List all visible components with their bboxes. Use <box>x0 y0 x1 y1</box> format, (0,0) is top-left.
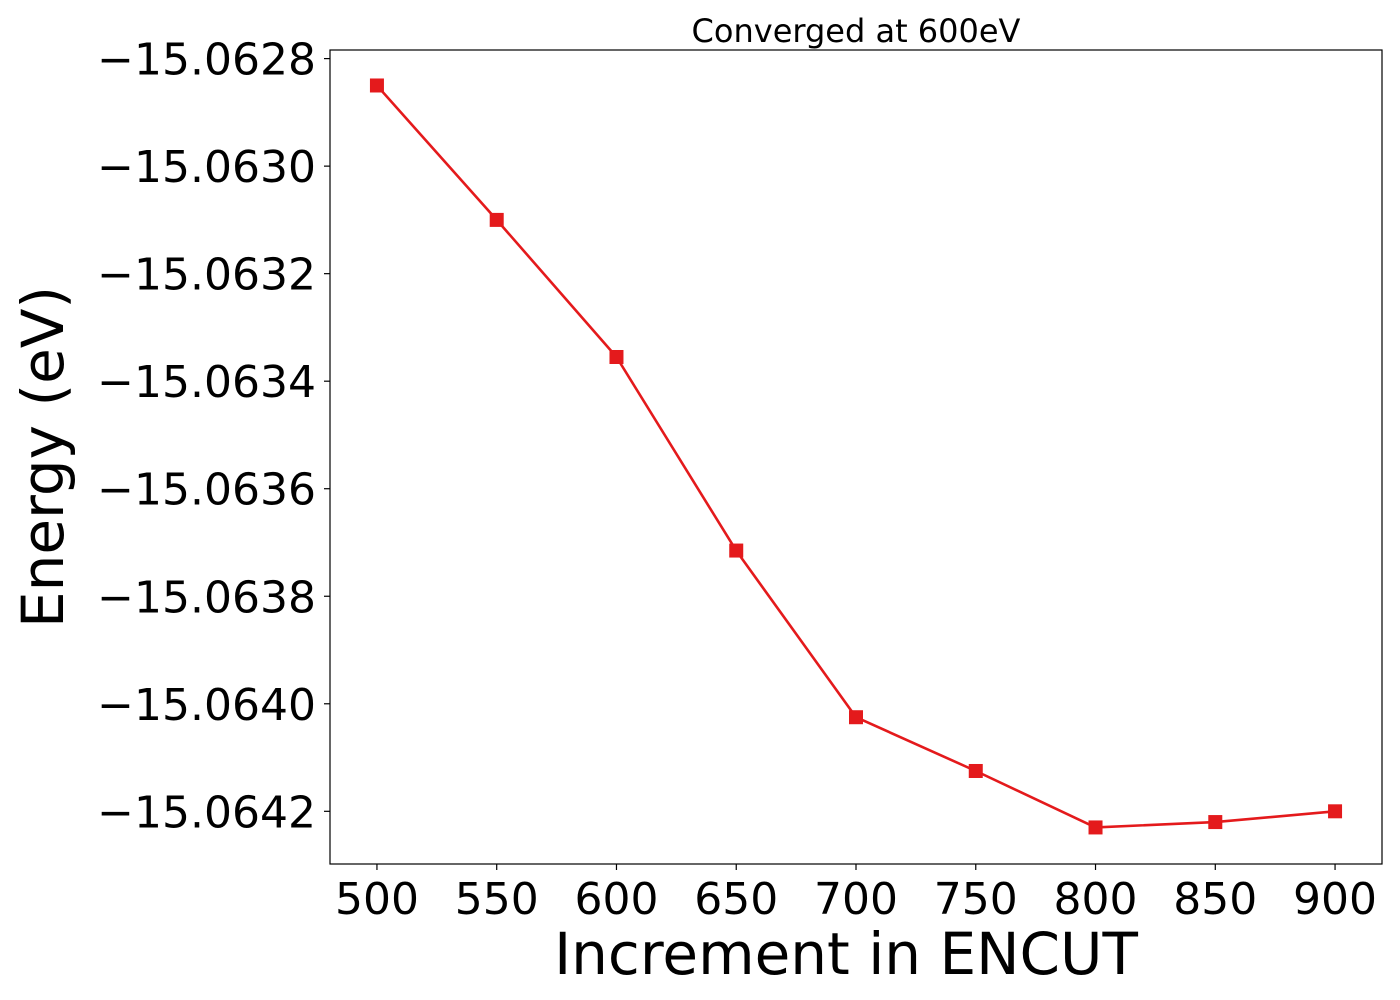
data-point <box>369 78 384 93</box>
data-point <box>489 212 504 227</box>
y-tick-label: −15.0628 <box>97 35 316 86</box>
data-point <box>1328 804 1343 819</box>
y-tick-label: −15.0630 <box>97 142 316 193</box>
y-tick-label: −15.0640 <box>97 680 316 731</box>
chart-title: Converged at 600eV <box>692 12 1021 50</box>
plot-frame <box>329 49 1383 865</box>
x-tick-label: 700 <box>814 874 898 925</box>
x-tick-label: 900 <box>1293 874 1377 925</box>
x-tick-label: 600 <box>574 874 658 925</box>
x-tick-label: 750 <box>934 874 1018 925</box>
y-tick-label: −15.0642 <box>97 787 316 838</box>
x-tick-label: 650 <box>694 874 778 925</box>
data-point <box>849 710 863 725</box>
y-axis-label: Energy (eV) <box>9 286 77 628</box>
y-axis: −15.0628 −15.0630 −15.0632 −15.0634 −15.0636… <box>97 35 330 838</box>
data-point <box>729 543 744 558</box>
y-tick-label: −15.0634 <box>97 357 316 408</box>
x-tick-label: 550 <box>455 874 539 925</box>
data-point <box>968 763 983 778</box>
y-tick-label: −15.0636 <box>97 465 316 516</box>
x-axis: 500 550 600 650 700 750 800 850 900 <box>335 864 1377 925</box>
plot-series <box>369 78 1343 835</box>
data-point <box>1208 815 1223 830</box>
x-axis-label: Increment in ENCUT <box>554 920 1138 988</box>
x-tick-label: 850 <box>1173 874 1257 925</box>
x-tick-label: 800 <box>1054 874 1138 925</box>
data-point <box>1088 820 1103 835</box>
data-point <box>609 349 624 364</box>
y-tick-label: −15.0632 <box>97 250 316 301</box>
y-tick-label: −15.0638 <box>97 572 316 623</box>
x-tick-label: 500 <box>335 874 419 925</box>
